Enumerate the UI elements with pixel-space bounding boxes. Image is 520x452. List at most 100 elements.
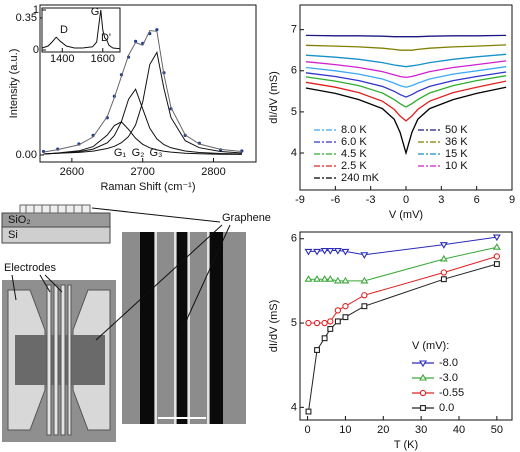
y-tick-label: 5 bbox=[291, 317, 297, 329]
data-point bbox=[439, 254, 448, 262]
si-layer bbox=[1, 226, 111, 244]
legend-label: 6.0 K bbox=[341, 136, 367, 148]
x-tick-label: 20 bbox=[377, 424, 389, 436]
legend-label: 2.5 K bbox=[341, 160, 367, 172]
legend-title: V (mV): bbox=[412, 340, 449, 352]
top-electrodes bbox=[19, 204, 91, 214]
legend-marker bbox=[419, 389, 427, 397]
annotation: G₂ bbox=[132, 147, 145, 159]
data-point bbox=[341, 276, 350, 284]
y-tick-label: 4 bbox=[291, 401, 297, 413]
series-line bbox=[308, 263, 498, 412]
x-tick-label: 30 bbox=[415, 424, 427, 436]
data-point bbox=[314, 347, 320, 353]
legend-label: 15 K bbox=[445, 148, 468, 160]
data-point bbox=[333, 276, 342, 284]
series-line bbox=[41, 9, 121, 50]
series-line bbox=[305, 44, 507, 51]
data-point bbox=[342, 314, 349, 321]
y-axis-label: Intensity (a.u.) bbox=[8, 49, 20, 119]
data-point bbox=[334, 307, 342, 314]
data-point bbox=[360, 252, 369, 259]
data-point bbox=[321, 335, 328, 342]
data-point bbox=[361, 303, 368, 310]
si-label: Si bbox=[8, 229, 18, 241]
data-point bbox=[321, 319, 328, 327]
data-point bbox=[304, 248, 313, 256]
y-tick-label: 6 bbox=[291, 65, 297, 77]
y-tick-label: 0.35 bbox=[16, 12, 37, 24]
data-point bbox=[326, 275, 335, 282]
data-point bbox=[313, 248, 322, 256]
data-point bbox=[342, 303, 349, 310]
data-point bbox=[305, 408, 312, 415]
legend-label: -8.0 bbox=[439, 357, 458, 369]
x-tick-label: 9 bbox=[509, 194, 515, 206]
data-point bbox=[327, 326, 334, 332]
legend: V (mV): -8.0 -3.0 -0.55 0.0 bbox=[412, 340, 464, 414]
x-tick-label: 40 bbox=[453, 424, 465, 436]
legend-marker bbox=[419, 373, 427, 381]
data-point bbox=[334, 318, 341, 325]
series-line bbox=[305, 80, 507, 122]
y-tick-label: 7 bbox=[291, 24, 297, 36]
y-axis-label: dI/dV (mS) bbox=[268, 300, 280, 353]
annotation: G₃ bbox=[149, 147, 162, 159]
annotation: D' bbox=[101, 32, 111, 44]
sio2-label: SiO₂ bbox=[8, 214, 31, 226]
legend-label: -3.0 bbox=[439, 372, 458, 384]
data-point bbox=[493, 261, 500, 267]
x-axis-label: Raman Shift (cm⁻¹) bbox=[100, 181, 195, 193]
series-line bbox=[305, 71, 507, 98]
annotation: G bbox=[91, 6, 100, 18]
x-tick-label: -9 bbox=[295, 194, 305, 206]
x-tick-label: 2600 bbox=[60, 166, 84, 178]
series-line bbox=[305, 53, 507, 68]
data-point bbox=[341, 248, 350, 256]
data-point bbox=[360, 276, 369, 284]
series-line bbox=[305, 60, 507, 79]
legend-label: 50 K bbox=[445, 124, 468, 136]
x-tick-label: 0 bbox=[403, 194, 409, 206]
y-tick-label: 0 bbox=[33, 44, 39, 56]
data-point bbox=[320, 247, 329, 255]
legend-label: 10 K bbox=[445, 160, 468, 172]
x-tick-label: 3 bbox=[438, 194, 444, 206]
y-tick-label: 1 bbox=[33, 4, 39, 16]
x-tick-label: 2700 bbox=[130, 166, 154, 178]
data-point bbox=[134, 39, 138, 44]
chart-panel: 1400 1600 0 1 D G D' bbox=[33, 4, 121, 65]
y-tick-label: 6 bbox=[291, 233, 297, 245]
sem-bright-lines bbox=[155, 232, 209, 424]
annotation: G₁ bbox=[114, 147, 127, 159]
legend-label: 240 mK bbox=[341, 172, 380, 184]
data-point bbox=[320, 275, 329, 282]
series-line bbox=[43, 88, 242, 155]
data-point bbox=[155, 28, 159, 32]
x-tick-label: 1400 bbox=[50, 53, 74, 65]
chart-panel: -9 -6 -3 0 3 6 9 4 5 6 7 V (mV) dI/dV (mS) 8.0 K6.0 K… bbox=[268, 4, 515, 221]
series-line bbox=[43, 30, 242, 153]
data-point bbox=[361, 292, 368, 299]
series-line bbox=[43, 51, 242, 155]
data-point bbox=[439, 242, 448, 249]
x-tick-label: 1600 bbox=[91, 53, 115, 65]
legend-marker bbox=[419, 360, 427, 368]
data-point bbox=[492, 234, 501, 242]
series-line bbox=[305, 34, 507, 38]
data-point bbox=[326, 247, 335, 255]
chart-panel: 0 10 20 30 40 50 4 5 6 T (K) dI/dV (mS) V (mV): -8.0… bbox=[268, 231, 513, 451]
electrodes-label: Electrodes bbox=[4, 262, 56, 274]
plot-frame bbox=[41, 7, 121, 53]
annotation: D bbox=[60, 24, 68, 36]
graphene-pointers bbox=[91, 207, 231, 341]
series-line bbox=[43, 121, 242, 155]
x-axis-label: V (mV) bbox=[389, 209, 423, 221]
x-axis-label: T (K) bbox=[394, 439, 418, 451]
y-tick-label: 0.00 bbox=[16, 149, 37, 161]
legend-label: -0.55 bbox=[439, 387, 464, 399]
x-tick-label: 50 bbox=[491, 424, 503, 436]
electrode-strips bbox=[46, 284, 72, 436]
